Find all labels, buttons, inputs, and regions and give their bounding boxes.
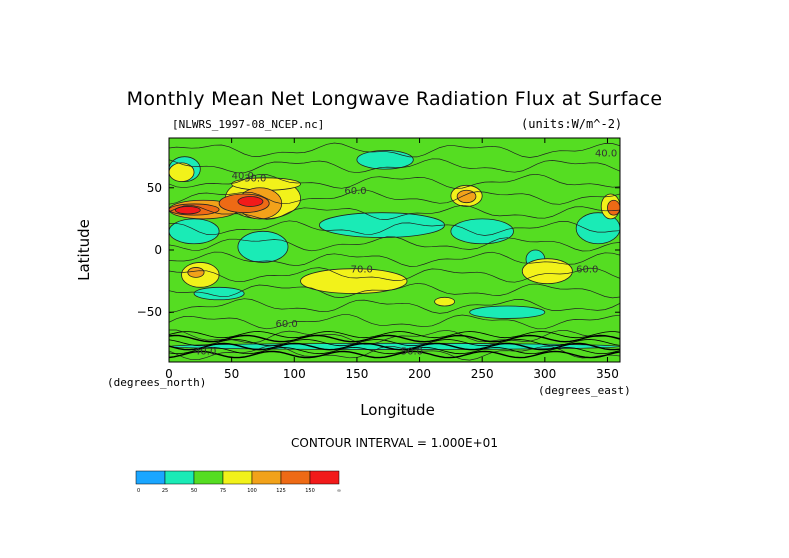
contour-region	[575, 212, 620, 245]
contour-line	[169, 282, 620, 299]
colorbar-label: 50	[191, 488, 197, 494]
x-tick-label: 200	[408, 367, 431, 381]
contour-region	[169, 218, 220, 245]
contour-region	[237, 196, 264, 207]
x-tick-label: 100	[283, 367, 306, 381]
x-axis-sublabel: (degrees_north)	[107, 376, 207, 389]
contour-region	[356, 150, 414, 170]
contour-line	[169, 251, 620, 267]
contour-line	[169, 142, 620, 158]
contour-label: 60.0	[344, 186, 366, 197]
contour-line	[169, 173, 620, 189]
contour-line	[169, 267, 620, 283]
contour-region	[174, 206, 201, 215]
x-axis-label: Longitude	[360, 401, 435, 419]
y-tick-label: −50	[137, 305, 162, 319]
contour-region	[169, 162, 195, 182]
contour-label: 40.0	[595, 149, 617, 160]
y-tick-label: 50	[147, 181, 162, 195]
colorbar-swatch	[222, 470, 253, 485]
contour-region	[607, 199, 620, 216]
y-tick-label: 0	[154, 243, 162, 257]
contour-line	[169, 236, 620, 252]
contour-line	[169, 345, 620, 361]
file-label: [NLWRS_1997-08_NCEP.nc]	[172, 118, 325, 131]
contour-region	[450, 218, 514, 245]
contour-label: 40.0	[194, 347, 216, 358]
contour-line-antarctic	[169, 350, 620, 359]
contour-line	[169, 189, 620, 205]
contour-region	[456, 189, 477, 204]
contour-line-antarctic	[169, 346, 620, 355]
contour-region	[521, 258, 573, 284]
contour-line	[169, 298, 620, 314]
contour-line	[169, 220, 620, 236]
units-label: (units:W/m^-2)	[521, 117, 623, 131]
contour-label: 60.0	[576, 264, 598, 275]
x-axis-units-label: (degrees_east)	[538, 384, 631, 397]
colorbar-label: 0	[137, 488, 140, 494]
contour-line	[169, 158, 620, 174]
colorbar-label: 150	[305, 488, 315, 494]
contour-interval-label: CONTOUR INTERVAL = 1.000E+01	[291, 436, 498, 450]
contour-label: 60.0	[275, 319, 297, 330]
x-tick-label: 350	[596, 367, 619, 381]
contour-region	[300, 268, 408, 294]
x-tick-label: 250	[471, 367, 494, 381]
colorbar-label: 75	[220, 488, 226, 494]
contour-region	[187, 267, 205, 278]
colorbar-swatch	[135, 470, 166, 485]
contour-region	[237, 230, 289, 263]
contour-line	[169, 314, 620, 330]
colorbar-swatch	[193, 470, 224, 485]
x-tick-label: 300	[533, 367, 556, 381]
contour-label: 40.0	[232, 171, 254, 182]
contour-region	[193, 286, 245, 301]
colorbar-label: 100	[247, 488, 257, 494]
x-tick-label: 0	[165, 367, 173, 381]
contour-region	[318, 212, 446, 238]
x-tick-label: 50	[224, 367, 239, 381]
colorbar-swatch	[309, 470, 340, 485]
contour-label: 30.0	[244, 174, 266, 185]
colorbar-swatch	[280, 470, 311, 485]
colorbar-label: 25	[162, 488, 168, 494]
contour-line-antarctic	[169, 339, 620, 347]
contour-label: 50.0	[401, 347, 423, 358]
contour-line-antarctic	[169, 331, 620, 339]
x-tick-label: 150	[345, 367, 368, 381]
contour-line-antarctic	[169, 342, 620, 351]
contour-region	[434, 296, 456, 307]
plot-area: 40.060.070.0 60.060.040.0 50.040.030.0	[169, 142, 620, 361]
chart-title: Monthly Mean Net Longwave Radiation Flux…	[126, 88, 663, 110]
contour-line	[169, 204, 620, 220]
colorbar-swatch	[251, 470, 282, 485]
colorbar-end-label: ∞	[337, 488, 341, 494]
contour-label: 70.0	[351, 264, 373, 275]
contour-line-antarctic	[169, 334, 620, 343]
colorbar-swatch	[164, 470, 195, 485]
contour-region	[469, 305, 546, 319]
colorbar-label: 125	[276, 488, 286, 494]
